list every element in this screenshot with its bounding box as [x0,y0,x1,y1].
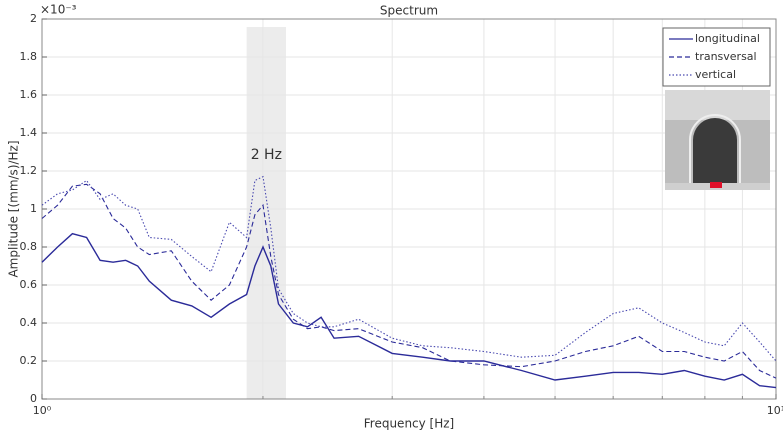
photo-sensor [710,182,722,188]
y-tick-label: 1 [30,202,37,215]
y-tick-label: 0 [30,392,37,405]
y-tick-label: 1.8 [20,50,38,63]
legend-label: vertical [695,68,736,81]
legend-label: transversal [695,50,757,63]
y-tick-label: 1.6 [20,88,38,101]
y-tick-label: 0.2 [20,354,38,367]
y-tick-label: 2 [30,12,37,25]
x-axis-label: Frequency [Hz] [364,417,455,431]
highlight-label: 2 Hz [251,147,282,163]
x-tick-label: 10⁰ [33,404,52,417]
y-axis-label: Amplitude [(mm/s)/Hz] [7,140,21,277]
y-tick-label: 1.2 [20,164,38,177]
chart-title: Spectrum [380,4,438,18]
series-line [41,175,777,362]
y-scale-label: ×10⁻³ [40,3,77,17]
legend-label: longitudinal [695,32,760,45]
photo-door-frame [689,114,741,190]
inset-photo [665,90,770,190]
y-tick-label: 0.8 [20,240,38,253]
y-tick-label: 1.4 [20,126,38,139]
series-line [41,232,777,389]
highlight-band [246,27,287,399]
y-tick-label: 0.6 [20,278,38,291]
x-tick-label: 10¹ [767,404,783,417]
photo-door [693,118,737,190]
y-tick-label: 0.4 [20,316,38,329]
series-line [41,183,777,379]
